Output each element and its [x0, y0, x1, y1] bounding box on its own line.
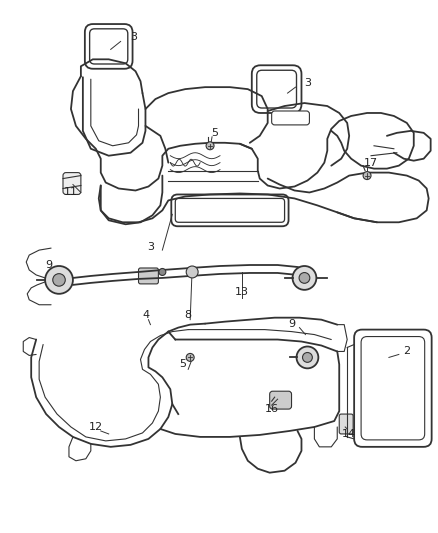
Text: 3: 3: [147, 242, 154, 252]
Circle shape: [293, 266, 316, 290]
Text: 16: 16: [265, 404, 279, 414]
Text: 14: 14: [342, 429, 356, 439]
Text: 9: 9: [288, 319, 295, 329]
Circle shape: [363, 172, 371, 180]
Text: 12: 12: [89, 422, 103, 432]
Circle shape: [206, 142, 214, 150]
FancyBboxPatch shape: [138, 268, 159, 284]
Text: 17: 17: [364, 158, 378, 168]
Circle shape: [45, 266, 73, 294]
Circle shape: [303, 352, 312, 362]
Circle shape: [159, 269, 166, 276]
Circle shape: [299, 272, 310, 284]
FancyBboxPatch shape: [257, 70, 297, 108]
FancyBboxPatch shape: [175, 198, 285, 222]
FancyBboxPatch shape: [270, 391, 292, 409]
FancyBboxPatch shape: [354, 329, 431, 447]
Circle shape: [297, 346, 318, 368]
FancyBboxPatch shape: [171, 195, 289, 226]
Text: 5: 5: [179, 359, 186, 369]
Circle shape: [53, 273, 65, 286]
FancyBboxPatch shape: [272, 111, 309, 125]
Text: 2: 2: [403, 346, 410, 357]
FancyBboxPatch shape: [90, 29, 128, 64]
Text: 13: 13: [235, 287, 249, 297]
Circle shape: [186, 266, 198, 278]
Text: 9: 9: [46, 260, 53, 270]
FancyBboxPatch shape: [85, 24, 133, 69]
FancyBboxPatch shape: [252, 65, 301, 113]
Text: 5: 5: [212, 128, 219, 138]
FancyBboxPatch shape: [361, 336, 425, 440]
Text: 4: 4: [143, 310, 150, 320]
Text: 8: 8: [185, 310, 192, 320]
Text: 3: 3: [304, 78, 311, 88]
FancyBboxPatch shape: [63, 173, 81, 195]
FancyBboxPatch shape: [339, 414, 353, 434]
Text: 3: 3: [130, 33, 137, 43]
Circle shape: [186, 353, 194, 361]
Text: 11: 11: [64, 188, 78, 197]
